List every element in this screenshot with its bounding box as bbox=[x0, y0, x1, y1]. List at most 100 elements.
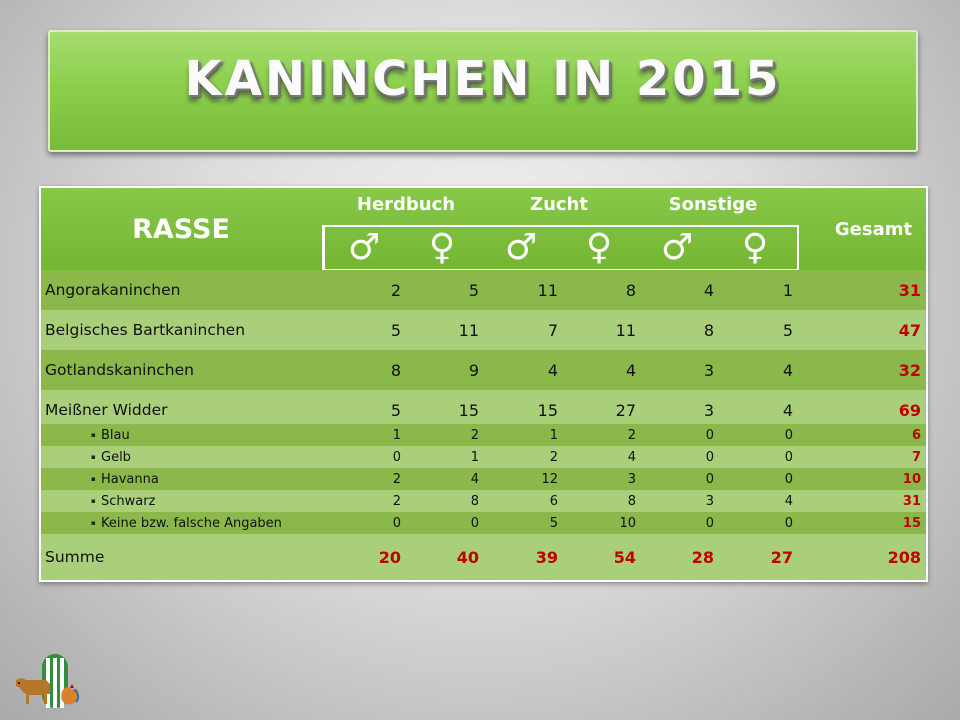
value-cell: 3 bbox=[627, 471, 636, 487]
row-label: Gelb bbox=[101, 449, 131, 465]
value-cell: 6 bbox=[549, 493, 558, 509]
page-title: KANINCHEN IN 2015 bbox=[184, 51, 782, 107]
table-row: Belgisches Bartkaninchen 5 11 7 11 8 5 47 bbox=[41, 310, 926, 350]
value-cell: 2 bbox=[627, 427, 636, 443]
male-symbol: ♂ bbox=[347, 227, 381, 268]
value-cell: 2 bbox=[470, 427, 479, 443]
table-header: RASSE Herdbuch Zucht Sonstige Gesamt ♂ ♀… bbox=[41, 188, 926, 271]
header-zucht: Zucht bbox=[530, 194, 588, 215]
value-cell: 8 bbox=[703, 320, 714, 340]
value-cell: 27 bbox=[770, 547, 793, 567]
value-cell: 5 bbox=[782, 320, 793, 340]
value-cell: 2 bbox=[392, 493, 401, 509]
value-cell: 4 bbox=[782, 360, 793, 380]
value-cell: 8 bbox=[470, 493, 479, 509]
total-cell: 47 bbox=[898, 320, 921, 340]
value-cell: 2 bbox=[549, 449, 558, 465]
total-cell: 32 bbox=[898, 360, 921, 380]
value-cell: 4 bbox=[625, 360, 636, 380]
value-cell: 3 bbox=[703, 400, 714, 420]
value-cell: 5 bbox=[390, 400, 401, 420]
total-cell: 7 bbox=[911, 449, 921, 465]
value-cell: 4 bbox=[470, 471, 479, 487]
row-label: Gotlandskaninchen bbox=[45, 361, 194, 379]
value-cell: 8 bbox=[627, 493, 636, 509]
value-cell: 15 bbox=[537, 400, 558, 420]
bullet-icon: ▪ bbox=[91, 475, 96, 483]
value-cell: 11 bbox=[615, 320, 636, 340]
value-cell: 8 bbox=[625, 280, 636, 300]
value-cell: 0 bbox=[705, 515, 714, 531]
value-cell: 40 bbox=[456, 547, 479, 567]
value-cell: 4 bbox=[627, 449, 636, 465]
value-cell: 0 bbox=[392, 449, 401, 465]
value-cell: 0 bbox=[784, 449, 793, 465]
farm-logo bbox=[16, 654, 80, 708]
sub-row: ▪ Havanna 2 4 12 3 0 0 10 bbox=[41, 468, 926, 490]
header-sonstige: Sonstige bbox=[668, 194, 758, 215]
row-label: Meißner Widder bbox=[45, 401, 168, 419]
female-symbol: ♀ bbox=[741, 227, 769, 268]
total-cell: 15 bbox=[902, 515, 921, 531]
sub-row: ▪ Keine bzw. falsche Angaben 0 0 5 10 0 0 15 bbox=[41, 512, 926, 534]
value-cell: 10 bbox=[619, 515, 636, 531]
value-cell: 28 bbox=[691, 547, 714, 567]
total-cell: 31 bbox=[902, 493, 921, 509]
table-row: Angorakaninchen 2 5 11 8 4 1 31 bbox=[41, 270, 926, 310]
value-cell: 4 bbox=[703, 280, 714, 300]
value-cell: 4 bbox=[782, 400, 793, 420]
value-cell: 1 bbox=[392, 427, 401, 443]
value-cell: 0 bbox=[705, 449, 714, 465]
value-cell: 5 bbox=[549, 515, 558, 531]
row-label: Schwarz bbox=[101, 493, 156, 509]
total-cell: 69 bbox=[898, 400, 921, 420]
value-cell: 4 bbox=[547, 360, 558, 380]
value-cell: 4 bbox=[784, 493, 793, 509]
total-cell: 208 bbox=[887, 547, 921, 567]
rooster-icon bbox=[61, 684, 80, 705]
value-cell: 1 bbox=[470, 449, 479, 465]
bullet-icon: ▪ bbox=[91, 497, 96, 505]
row-label: Keine bzw. falsche Angaben bbox=[101, 515, 282, 531]
total-cell: 31 bbox=[898, 280, 921, 300]
value-cell: 0 bbox=[784, 515, 793, 531]
value-cell: 0 bbox=[392, 515, 401, 531]
row-label: Angorakaninchen bbox=[45, 281, 181, 299]
value-cell: 5 bbox=[468, 280, 479, 300]
value-cell: 0 bbox=[784, 471, 793, 487]
value-cell: 7 bbox=[547, 320, 558, 340]
row-label: Summe bbox=[45, 548, 105, 566]
female-symbol: ♀ bbox=[428, 227, 456, 268]
rabbit-table: RASSE Herdbuch Zucht Sonstige Gesamt ♂ ♀… bbox=[39, 186, 928, 582]
value-cell: 5 bbox=[390, 320, 401, 340]
value-cell: 0 bbox=[470, 515, 479, 531]
sub-row: ▪ Blau 1 2 1 2 0 0 6 bbox=[41, 424, 926, 446]
header-herdbuch: Herdbuch bbox=[356, 194, 456, 215]
value-cell: 39 bbox=[535, 547, 558, 567]
sub-row: ▪ Schwarz 2 8 6 8 3 4 31 bbox=[41, 490, 926, 512]
header-rasse: RASSE bbox=[132, 213, 230, 245]
value-cell: 27 bbox=[615, 400, 636, 420]
value-cell: 12 bbox=[541, 471, 558, 487]
value-cell: 0 bbox=[705, 471, 714, 487]
row-label: Havanna bbox=[101, 471, 159, 487]
value-cell: 0 bbox=[784, 427, 793, 443]
value-cell: 3 bbox=[703, 360, 714, 380]
sex-header-box: ♂ ♀ ♂ ♀ ♂ ♀ bbox=[322, 225, 799, 271]
sub-row: ▪ Gelb 0 1 2 4 0 0 7 bbox=[41, 446, 926, 468]
value-cell: 3 bbox=[705, 493, 714, 509]
value-cell: 54 bbox=[613, 547, 636, 567]
table-row: Gotlandskaninchen 8 9 4 4 3 4 32 bbox=[41, 350, 926, 390]
male-symbol: ♂ bbox=[660, 227, 694, 268]
value-cell: 9 bbox=[468, 360, 479, 380]
total-cell: 10 bbox=[902, 471, 921, 487]
bullet-icon: ▪ bbox=[91, 519, 96, 527]
bullet-icon: ▪ bbox=[91, 453, 96, 461]
value-cell: 8 bbox=[390, 360, 401, 380]
value-cell: 2 bbox=[392, 471, 401, 487]
bullet-icon: ▪ bbox=[91, 431, 96, 439]
summe-row: Summe 20 40 39 54 28 27 208 bbox=[41, 534, 926, 580]
value-cell: 2 bbox=[390, 280, 401, 300]
male-symbol: ♂ bbox=[504, 227, 538, 268]
value-cell: 11 bbox=[458, 320, 479, 340]
